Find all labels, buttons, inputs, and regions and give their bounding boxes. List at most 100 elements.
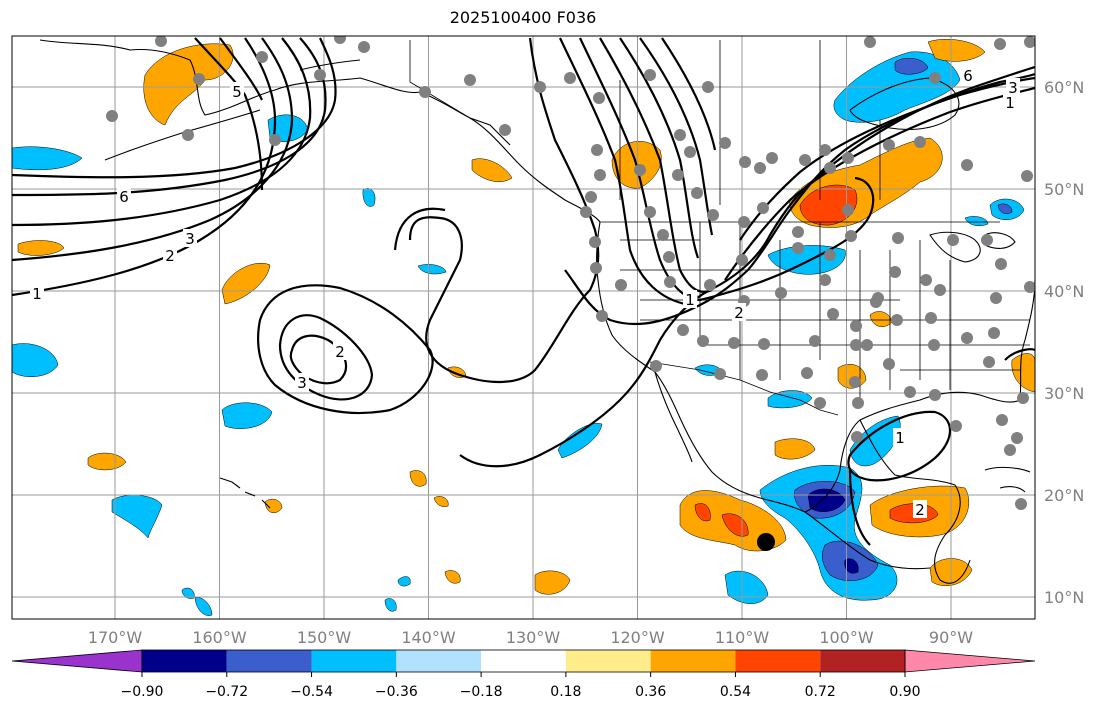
station-dot [809,335,821,347]
contour-label: 2 [165,247,175,265]
positive-anomaly-region [774,438,816,460]
station-dot [663,251,675,263]
station-dot [891,314,903,326]
graticule [12,36,1035,619]
negative-anomaly-region [111,494,163,539]
longitude-labels: 170°W 160°W 150°W 140°W 130°W 120°W 110°W 100°W… [88,628,973,647]
station-dot [738,216,750,228]
station-dot [914,136,926,148]
negative-anomaly-region [194,597,213,616]
positive-anomaly-region [409,470,427,487]
station-dot [590,262,602,274]
station-dot [591,144,603,156]
positive-anomaly-region [87,452,127,471]
station-dot [106,110,118,122]
station-dot [842,152,854,164]
positive-anomaly-region [1011,353,1035,393]
station-dot [756,369,768,381]
station-dot [580,206,592,218]
colorbar-segment [735,650,821,672]
station-dot [1024,36,1035,48]
colorbar-segment [650,650,736,672]
station-dot [996,414,1008,426]
station-dot [672,169,684,181]
positive-anomaly-region [221,263,271,305]
colorbar-tick-label: −0.72 [205,684,248,700]
station-dot [934,284,946,296]
station-dot [801,367,813,379]
station-dot [775,287,787,299]
negative-anomaly-region [397,576,411,587]
station-dot [182,129,194,141]
station-dot [889,266,901,278]
positive-anomaly-region [799,184,858,226]
station-dot [904,386,916,398]
contour-label: 6 [963,67,973,85]
negative-anomaly-region [181,587,195,599]
station-dot [736,254,748,266]
lat-tick-label: 40°N [1044,282,1084,301]
contour-label: 5 [232,83,242,101]
negative-anomaly-region [964,216,989,226]
station-dot [851,431,863,443]
positive-anomaly-region [471,158,513,182]
station-dot [754,162,766,174]
contour-label: 1 [685,291,695,309]
station-dot [961,159,973,171]
station-dot [892,232,904,244]
station-dot [691,187,703,199]
negative-anomaly-region [767,390,813,409]
station-dot [714,368,726,380]
colorbar-tick-label: 0.18 [550,684,581,700]
station-dots [106,36,1035,510]
contour-label-bg [30,284,44,302]
station-dot [995,258,1007,270]
station-dot [990,292,1002,304]
contour-label-bg [893,428,907,446]
negative-anomaly-region [12,146,83,171]
contour-label-bg [732,303,746,321]
station-dot [596,310,608,322]
lat-tick-label: 50°N [1044,180,1084,199]
colorbar-segment [311,650,397,672]
contour-label: 3 [297,374,307,392]
station-dot [1011,432,1023,444]
lon-tick-label: 120°W [610,628,665,647]
positive-anomaly-region [264,498,283,514]
negative-anomaly-region [362,188,376,207]
station-dot [872,292,884,304]
station-dot [657,229,669,241]
station-dot [792,226,804,238]
contour-label-bg [295,373,309,391]
station-dot [534,81,546,93]
contour-label: 1 [895,429,905,447]
contour-label-bg [1003,93,1017,111]
contour-label: 3 [185,230,195,248]
station-dot [792,242,804,254]
positive-anomaly-region [444,570,461,584]
negative-anomaly-region [384,598,397,612]
station-dot [849,376,861,388]
positive-anomaly-region [927,39,986,62]
station-dot [256,51,268,63]
colorbar-frame [141,649,906,673]
colorbar: −0.90 −0.72 −0.54 −0.36 −0.18 0.18 0.36 0.54 0.7… [11,649,1036,700]
station-dot [1017,392,1029,404]
station-dot [334,36,346,44]
colorbar-tick-label: 0.36 [635,684,666,700]
positive-anomaly-region [143,43,234,126]
station-dot [925,312,937,324]
station-dot [650,360,662,372]
contour-label: 1 [1005,94,1015,112]
positive-anomaly-region [694,503,711,522]
station-dot [644,69,656,81]
colorbar-tick-label: 0.54 [720,684,751,700]
station-dot [961,332,973,344]
station-dot [728,337,740,349]
contour-labels: 123561223126311 [30,66,1020,519]
station-dot [950,420,962,432]
station-dot [928,339,940,351]
station-dot [757,202,769,214]
station-dot [850,339,862,351]
